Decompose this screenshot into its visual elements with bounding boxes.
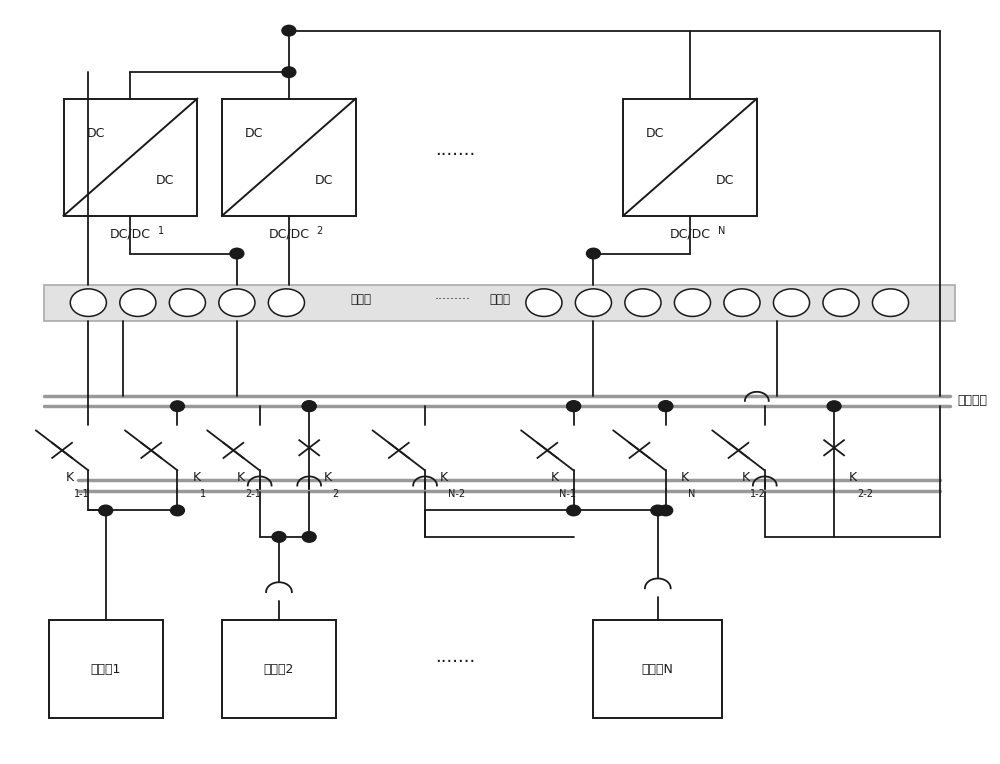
Text: 1-2: 1-2 [750,488,766,499]
Text: 2: 2 [332,488,338,499]
Bar [44,284,955,321]
Circle shape [823,289,859,316]
Text: 端子排: 端子排 [351,293,372,306]
Bar [623,99,757,215]
Text: DC/DC: DC/DC [268,228,309,241]
Circle shape [651,505,665,516]
Circle shape [773,289,810,316]
Circle shape [99,505,113,516]
Circle shape [268,289,304,316]
Circle shape [659,505,673,516]
Circle shape [674,289,711,316]
Text: 直流母排: 直流母排 [958,394,988,407]
Circle shape [282,67,296,77]
Text: 电池簇1: 电池簇1 [90,662,121,675]
Circle shape [302,401,316,412]
Text: ·······: ······· [435,652,475,671]
Text: DC: DC [245,128,263,141]
Text: DC: DC [646,128,664,141]
Text: 1-1: 1-1 [73,488,89,499]
Bar [64,99,197,215]
Text: K: K [681,471,689,484]
Circle shape [872,289,909,316]
Text: DC: DC [86,128,105,141]
Circle shape [272,532,286,542]
Text: DC/DC: DC/DC [110,228,151,241]
Text: 电池簇2: 电池簇2 [264,662,294,675]
Circle shape [586,248,600,259]
Circle shape [302,401,316,412]
Circle shape [219,289,255,316]
Circle shape [230,248,244,259]
Circle shape [659,401,673,412]
Circle shape [169,289,205,316]
Text: DC: DC [314,174,333,187]
Circle shape [282,25,296,36]
Text: N: N [718,226,725,236]
Circle shape [625,289,661,316]
Text: K: K [192,471,200,484]
Bar [222,99,356,215]
Text: 2-1: 2-1 [245,488,261,499]
Circle shape [724,289,760,316]
Text: K: K [237,471,245,484]
Text: N-2: N-2 [448,488,465,499]
Bar [222,620,336,718]
Circle shape [526,289,562,316]
Bar [49,620,163,718]
Text: ·······: ······· [435,146,475,164]
Circle shape [171,401,184,412]
Text: 1: 1 [158,226,164,236]
Text: ·········: ········· [435,293,471,306]
Text: N-1: N-1 [559,488,576,499]
Text: DC/DC: DC/DC [669,228,710,241]
Text: K: K [849,471,857,484]
Text: 电池簇N: 电池簇N [642,662,674,675]
Text: K: K [324,471,332,484]
Circle shape [659,401,673,412]
Circle shape [70,289,106,316]
Text: K: K [440,471,448,484]
Circle shape [302,532,316,542]
Bar [593,620,722,718]
Text: 端子排: 端子排 [489,293,510,306]
Circle shape [171,505,184,516]
Text: 2-2: 2-2 [857,488,873,499]
Circle shape [567,505,581,516]
Text: K: K [551,471,559,484]
Text: 2: 2 [317,226,323,236]
Circle shape [567,401,581,412]
Circle shape [120,289,156,316]
Circle shape [575,289,611,316]
Circle shape [567,401,581,412]
Text: 1: 1 [200,488,206,499]
Text: K: K [65,471,73,484]
Circle shape [827,401,841,412]
Text: DC: DC [156,174,174,187]
Text: DC: DC [716,174,734,187]
Text: N: N [688,488,696,499]
Text: K: K [742,471,750,484]
